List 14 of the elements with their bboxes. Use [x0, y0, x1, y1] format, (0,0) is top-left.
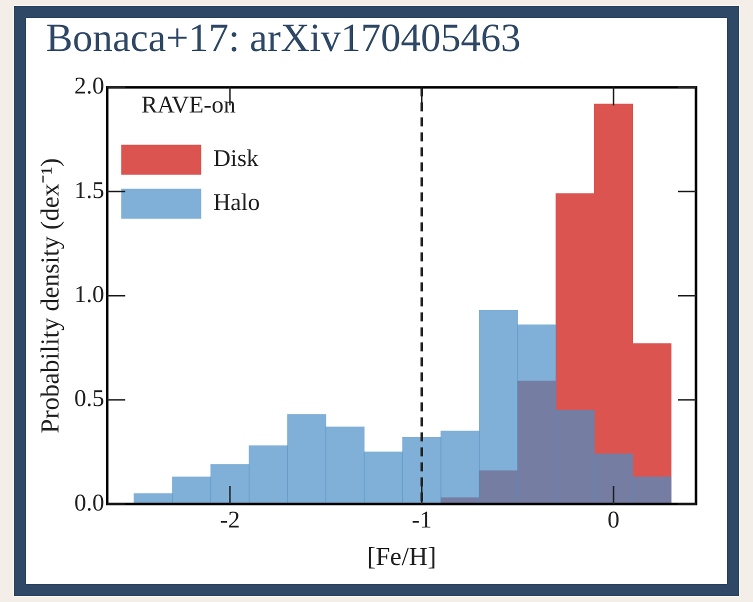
chart-title: Bonaca+17: arXiv170405463	[46, 14, 521, 61]
y-tick-label: 2.0	[74, 74, 104, 100]
x-axis-title: [Fe/H]	[366, 542, 436, 572]
legend-title: RAVE-on	[141, 92, 236, 118]
y-tick-label: 0.0	[74, 490, 104, 516]
y-axis-title: Probability density (dex⁻¹)	[35, 158, 64, 434]
y-tick-label: 1.0	[74, 282, 104, 308]
x-tick-label: -2	[220, 508, 240, 534]
y-tick-label: 0.5	[74, 386, 104, 412]
legend-label: Disk	[213, 146, 259, 172]
x-tick-label: -1	[412, 508, 432, 534]
y-tick-label: 1.5	[74, 178, 104, 204]
x-tick-label: 0	[608, 508, 620, 534]
legend-label: Halo	[213, 190, 260, 216]
